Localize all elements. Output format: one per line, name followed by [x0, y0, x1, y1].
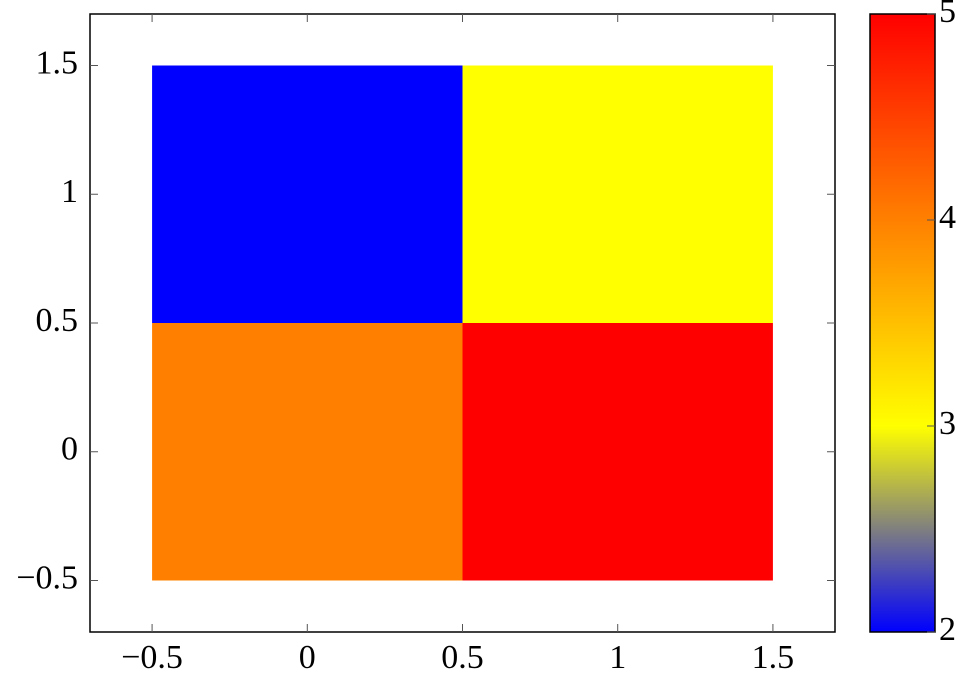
colorbar-tick-label: 5	[939, 0, 956, 30]
y-tick-label: −0.5	[16, 559, 78, 596]
x-tick-label: 1.5	[752, 639, 795, 673]
y-tick-label: 0.5	[36, 302, 79, 339]
heat-cell	[462, 323, 773, 581]
heat-cell	[462, 65, 773, 323]
y-tick-label: 1	[61, 173, 78, 210]
y-tick-label: 0	[61, 431, 78, 468]
heat-cell	[152, 65, 463, 323]
x-tick-label: −0.5	[121, 639, 183, 673]
x-tick-label: 0.5	[441, 639, 484, 673]
x-tick-label: 0	[299, 639, 316, 673]
x-tick-label: 1	[609, 639, 626, 673]
colorbar	[869, 13, 936, 633]
colorbar-tick-label: 4	[939, 199, 956, 236]
y-tick-label: 1.5	[36, 44, 79, 81]
heat-cell	[152, 323, 463, 581]
colorbar-tick-label: 3	[939, 405, 956, 442]
colorbar-tick-label: 2	[939, 611, 956, 648]
